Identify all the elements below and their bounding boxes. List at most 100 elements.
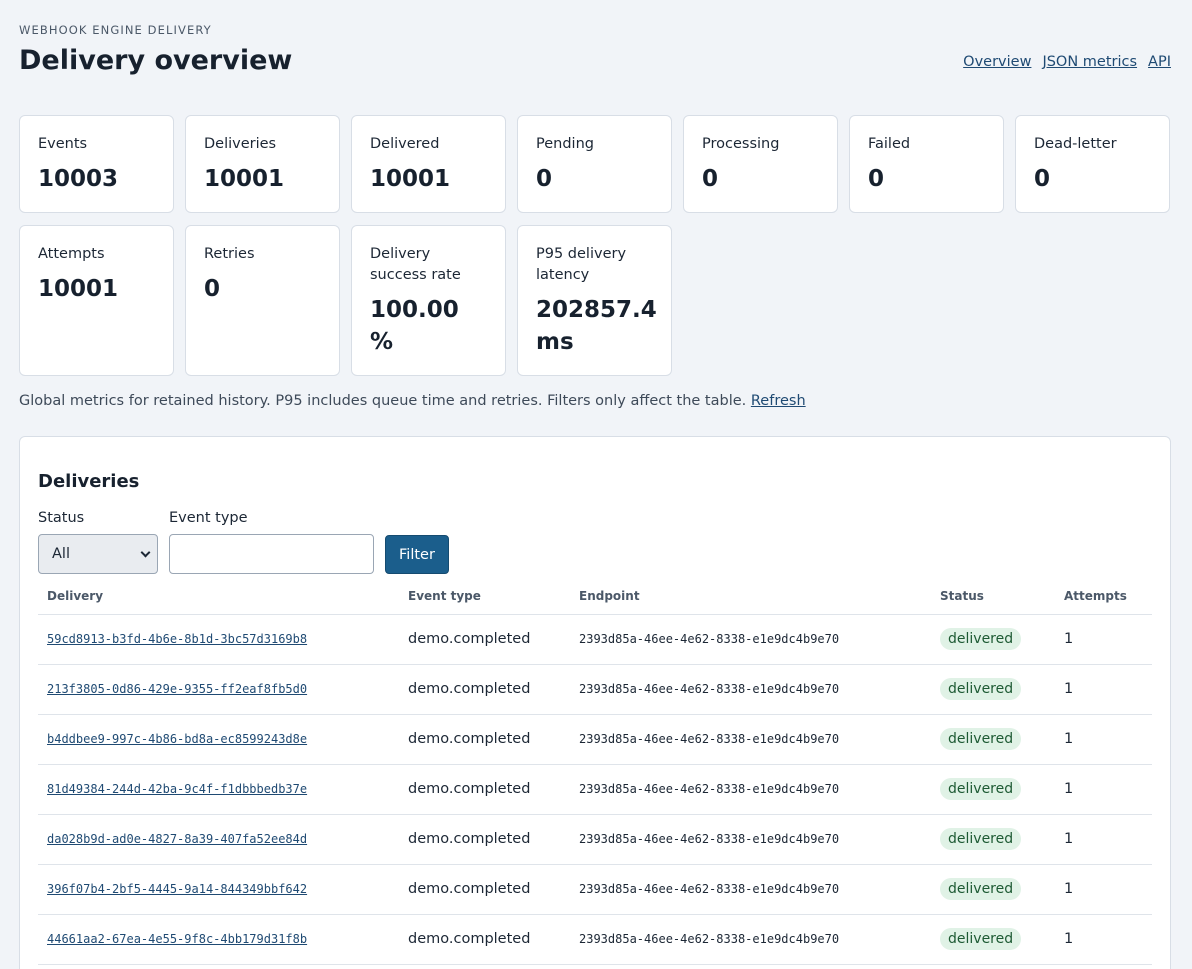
delivery-cell: 81d49384-244d-42ba-9c4f-f1dbbbedb37e (38, 764, 399, 815)
endpoint-cell: 2393d85a-46ee-4e62-8338-e1e9dc4b9e70 (570, 864, 931, 915)
top-nav: Overview JSON metrics API (963, 54, 1171, 70)
table-row: 396f07b4-2bf5-4445-9a14-844349bbf642 dem… (38, 864, 1152, 915)
metric-card-delivered: Delivered 10001 (351, 115, 506, 213)
attempts-cell: 1 (1055, 814, 1152, 865)
nav-link-overview[interactable]: Overview (963, 54, 1032, 70)
delivery-id-link[interactable]: 213f3805-0d86-429e-9355-ff2eaf8fb5d0 (47, 682, 308, 696)
status-cell: delivered (931, 814, 1055, 865)
status-cell: delivered (931, 614, 1055, 665)
table-row: 44661aa2-67ea-4e55-9f8c-4bb179d31f8b dem… (38, 914, 1152, 965)
status-cell: delivered (931, 764, 1055, 815)
metric-label: P95 delivery latency (536, 246, 627, 283)
metric-label: Attempts (38, 246, 105, 262)
delivery-id-link[interactable]: 396f07b4-2bf5-4445-9a14-844349bbf642 (47, 882, 308, 896)
metric-card-attempts: Attempts 10001 (19, 225, 174, 376)
metric-card-deliveries: Deliveries 10001 (185, 115, 340, 213)
metric-label: Delivery success rate (370, 246, 461, 283)
metric-value: 10001 (38, 276, 119, 302)
nav-link-api[interactable]: API (1148, 54, 1171, 70)
footnote-text: Global metrics for retained history. P95… (19, 393, 747, 409)
endpoint-cell: 2393d85a-46ee-4e62-8338-e1e9dc4b9e70 (570, 614, 931, 665)
attempts-cell: 1 (1055, 914, 1152, 965)
chevron-down-icon (140, 547, 151, 557)
metrics-footnote: Global metrics for retained history. P95… (19, 393, 806, 409)
metric-value: 0 (702, 166, 719, 192)
delivery-cell: 396f07b4-2bf5-4445-9a14-844349bbf642 (38, 864, 399, 915)
delivery-id-link[interactable]: 59cd8913-b3fd-4b6e-8b1d-3bc57d3169b8 (47, 632, 308, 646)
metric-label: Delivered (370, 136, 440, 152)
deliveries-table: Delivery Event type Endpoint Status Atte… (38, 579, 1152, 965)
column-header-delivery: Delivery (38, 579, 399, 615)
delivery-cell: 59cd8913-b3fd-4b6e-8b1d-3bc57d3169b8 (38, 614, 399, 665)
table-row: b4ddbee9-997c-4b86-bd8a-ec8599243d8e dem… (38, 714, 1152, 765)
metric-value: 0 (204, 276, 221, 302)
event-type-cell: demo.completed (399, 614, 570, 665)
status-cell: delivered (931, 714, 1055, 765)
event-type-cell: demo.completed (399, 764, 570, 815)
delivery-cell: b4ddbee9-997c-4b86-bd8a-ec8599243d8e (38, 714, 399, 765)
status-filter-group: Status All (38, 510, 158, 574)
metric-card-dead-letter: Dead-letter 0 (1015, 115, 1170, 213)
status-cell: delivered (931, 864, 1055, 915)
deliveries-panel: Deliveries Status All Event type Filter … (19, 436, 1171, 969)
event-type-cell: demo.completed (399, 914, 570, 965)
event-type-filter-label: Event type (169, 510, 248, 526)
endpoint-cell: 2393d85a-46ee-4e62-8338-e1e9dc4b9e70 (570, 814, 931, 865)
delivery-id-link[interactable]: 81d49384-244d-42ba-9c4f-f1dbbbedb37e (47, 782, 308, 796)
status-badge: delivered (940, 628, 1022, 650)
event-type-cell: demo.completed (399, 814, 570, 865)
status-cell: delivered (931, 914, 1055, 965)
status-filter-label: Status (38, 510, 85, 526)
column-header-status: Status (931, 579, 1055, 615)
table-row: 81d49384-244d-42ba-9c4f-f1dbbbedb37e dem… (38, 764, 1152, 815)
delivery-id-link[interactable]: da028b9d-ad0e-4827-8a39-407fa52ee84d (47, 832, 308, 846)
delivery-id-link[interactable]: 44661aa2-67ea-4e55-9f8c-4bb179d31f8b (47, 932, 308, 946)
metric-value: 0 (536, 166, 553, 192)
metric-value: 0 (868, 166, 885, 192)
status-select-value: All (52, 546, 70, 562)
refresh-link[interactable]: Refresh (750, 393, 806, 409)
page-title: Delivery overview (19, 45, 293, 76)
app-eyebrow: WEBHOOK ENGINE DELIVERY (19, 23, 212, 37)
column-header-event-type: Event type (399, 579, 570, 615)
filter-button[interactable]: Filter (385, 535, 449, 574)
metric-value: 10001 (204, 166, 285, 192)
metric-card-success-rate: Delivery success rate 100.00 % (351, 225, 506, 376)
status-badge: delivered (940, 828, 1022, 850)
deliveries-title: Deliveries (38, 471, 140, 492)
delivery-cell: da028b9d-ad0e-4827-8a39-407fa52ee84d (38, 814, 399, 865)
attempts-cell: 1 (1055, 614, 1152, 665)
metric-card-events: Events 10003 (19, 115, 174, 213)
status-badge: delivered (940, 728, 1022, 750)
status-badge: delivered (940, 778, 1022, 800)
event-type-cell: demo.completed (399, 864, 570, 915)
attempts-cell: 1 (1055, 864, 1152, 915)
delivery-id-link[interactable]: b4ddbee9-997c-4b86-bd8a-ec8599243d8e (47, 732, 308, 746)
column-header-endpoint: Endpoint (570, 579, 931, 615)
delivery-cell: 213f3805-0d86-429e-9355-ff2eaf8fb5d0 (38, 664, 399, 715)
status-cell: delivered (931, 664, 1055, 715)
table-row: 213f3805-0d86-429e-9355-ff2eaf8fb5d0 dem… (38, 664, 1152, 715)
event-type-cell: demo.completed (399, 714, 570, 765)
table-header-row: Delivery Event type Endpoint Status Atte… (38, 579, 1152, 615)
metric-label: Deliveries (204, 136, 277, 152)
metric-card-failed: Failed 0 (849, 115, 1004, 213)
event-type-input[interactable] (169, 534, 374, 574)
nav-link-json-metrics[interactable]: JSON metrics (1042, 54, 1138, 70)
metrics-grid: Events 10003 Deliveries 10001 Delivered … (19, 115, 1171, 376)
metric-card-p95-latency: P95 delivery latency 202857.4 ms (517, 225, 672, 376)
metric-label: Events (38, 136, 88, 152)
delivery-cell: 44661aa2-67ea-4e55-9f8c-4bb179d31f8b (38, 914, 399, 965)
metric-value: 10003 (38, 166, 119, 192)
table-row: 59cd8913-b3fd-4b6e-8b1d-3bc57d3169b8 dem… (38, 614, 1152, 665)
status-select[interactable]: All (38, 534, 158, 574)
event-type-cell: demo.completed (399, 664, 570, 715)
metric-value: 10001 (370, 166, 451, 192)
status-badge: delivered (940, 678, 1022, 700)
table-row: da028b9d-ad0e-4827-8a39-407fa52ee84d dem… (38, 814, 1152, 865)
metric-label: Retries (204, 246, 255, 262)
attempts-cell: 1 (1055, 764, 1152, 815)
endpoint-cell: 2393d85a-46ee-4e62-8338-e1e9dc4b9e70 (570, 714, 931, 765)
metric-value: 100.00 % (370, 297, 459, 355)
